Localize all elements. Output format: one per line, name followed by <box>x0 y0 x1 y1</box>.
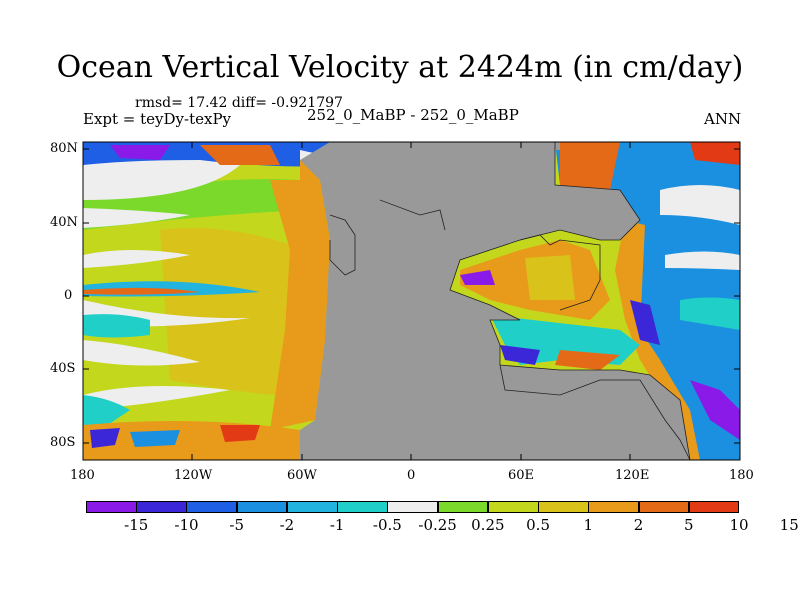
south-white-band-3 <box>83 386 230 410</box>
southern-blue-patch-1 <box>90 428 120 448</box>
colorbar-swatch <box>638 501 690 513</box>
colorbar-label: -1 <box>329 516 345 534</box>
stats-text: rmsd= 17.42 diff= -0.921797 <box>135 95 343 111</box>
northern-landmass <box>380 142 435 200</box>
south-white-band-2 <box>83 340 200 366</box>
eastern-boundary-warm <box>270 180 330 430</box>
colorbar-label: -0.5 <box>372 516 402 534</box>
plot-title: Ocean Vertical Velocity at 2424m (in cm/… <box>56 50 744 85</box>
colorbar-label: -10 <box>174 516 199 534</box>
colorbar-swatch <box>186 501 238 513</box>
inner-coastline-2 <box>519 234 601 311</box>
lon-label-120e: 120E <box>615 468 650 483</box>
north-white-band-1 <box>83 156 240 200</box>
lat-label-80s: 80S <box>50 435 76 450</box>
lon-label-180w: 180 <box>70 468 95 483</box>
east-white-band-1 <box>660 185 740 225</box>
colorbar-swatch <box>588 501 640 513</box>
north-white-band-2 <box>83 208 190 228</box>
tropical-white-band <box>83 250 190 268</box>
lat-label-40n: 40N <box>50 215 78 230</box>
southern-red-patch <box>220 425 260 442</box>
colorbar-label: 5 <box>683 516 694 534</box>
colorbar-label: 0.5 <box>526 516 550 534</box>
colorbar-swatch <box>688 501 740 513</box>
colorbar-label: 15 <box>779 516 799 534</box>
season-label: ANN <box>704 110 742 128</box>
lon-label-180e: 180 <box>729 468 754 483</box>
experiment-label: Expt = teyDy-texPy <box>83 110 232 128</box>
lat-label-40s: 40S <box>50 361 76 376</box>
colorbar-swatch <box>437 501 489 513</box>
colorbar-label: -15 <box>124 516 149 534</box>
lon-label-60e: 60E <box>508 468 535 483</box>
inner-coastline-3 <box>499 364 691 460</box>
colorbar-swatch <box>236 501 288 513</box>
colorbar-swatch <box>286 501 338 513</box>
lon-label-0: 0 <box>407 468 416 483</box>
east-blue-patch <box>630 300 660 345</box>
coastline <box>330 142 691 460</box>
colorbar-swatch <box>538 501 589 513</box>
inner-south-blue <box>500 345 540 365</box>
arctic-purple-patch <box>110 145 170 160</box>
east-north-red <box>560 142 620 190</box>
colorbar-label: -5 <box>229 516 244 534</box>
arctic-orange-patch <box>200 145 280 165</box>
colorbar-label: -0.25 <box>418 516 457 534</box>
colorbar-label: 2 <box>633 516 644 534</box>
east-white-band-2 <box>665 251 740 270</box>
colorbar-swatch <box>337 501 388 513</box>
inner-coastline-1 <box>329 214 356 276</box>
colorbar-label: 1 <box>583 516 594 534</box>
colorbar-swatch <box>136 501 187 513</box>
continent-landmass <box>300 142 690 460</box>
lat-label-0: 0 <box>64 288 73 303</box>
colorbar-swatch <box>86 501 137 513</box>
arctic-island <box>520 142 560 150</box>
inner-sea-yellow <box>525 255 575 300</box>
east-cyan-band <box>680 297 740 330</box>
colorbar-swatch <box>487 501 539 513</box>
colorbar-label: 10 <box>729 516 749 534</box>
colorbar-label: 0.25 <box>471 516 505 534</box>
lat-label-80n: 80N <box>50 141 78 156</box>
inner-coastline-4 <box>379 199 446 231</box>
east-purple-patch <box>690 380 740 440</box>
southern-blue-patch-2 <box>130 430 180 447</box>
east-ocean-base <box>555 142 740 460</box>
cyan-patch-1 <box>83 314 150 338</box>
colorbar-label: -2 <box>279 516 295 534</box>
inner-south-red <box>555 350 620 370</box>
lon-label-120w: 120W <box>174 468 213 483</box>
lon-label-60w: 60W <box>287 468 317 483</box>
colorbar-swatch <box>387 501 439 513</box>
case-label: 252_0_MaBP - 252_0_MaBP <box>307 106 519 124</box>
axis-ticks <box>82 142 741 460</box>
cyan-patch-2 <box>83 395 130 430</box>
equatorial-red-streak <box>83 287 200 295</box>
inner-sea-purple <box>460 270 495 285</box>
east-corner-red <box>690 142 740 165</box>
